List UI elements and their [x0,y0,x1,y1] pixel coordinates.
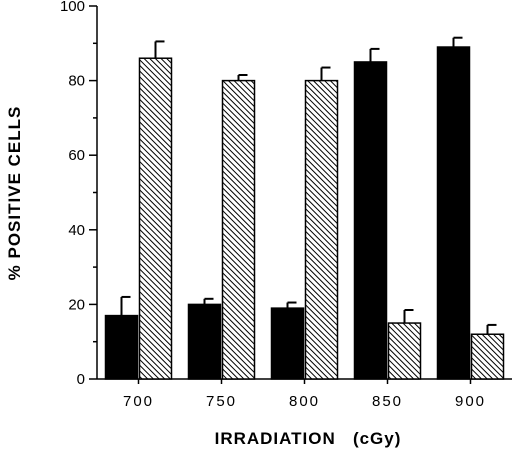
x-tick-label: 750 [206,393,237,410]
bar-solid [436,46,471,380]
y-tick-label: 60 [68,147,85,164]
x-axis-title: IRRADIATION (cGy) [215,429,402,448]
x-tick-label: 850 [372,393,403,410]
y-tick-label: 40 [68,222,85,239]
bar-solid [104,314,139,380]
bar-hatched [221,79,256,380]
y-tick-label: 0 [77,371,85,388]
y-axis-title: % POSITIVE CELLS [5,106,24,281]
y-tick-label: 100 [60,0,85,15]
plot-area: 0 20 40 60 80 100 700 750 800 850 900 [60,0,512,410]
x-tick-label: 800 [289,393,320,410]
bar-hatched [387,322,422,380]
bar-solid [353,61,388,380]
y-tick-label: 80 [68,73,85,90]
bar-solid [187,303,222,380]
bar-solid [270,307,305,380]
y-tick-label: 20 [68,296,85,313]
x-tick-label: 700 [123,393,154,410]
bar-hatched [470,333,505,380]
x-tick-label: 900 [455,393,486,410]
bar-hatched [138,57,173,380]
bar-hatched [304,79,339,380]
